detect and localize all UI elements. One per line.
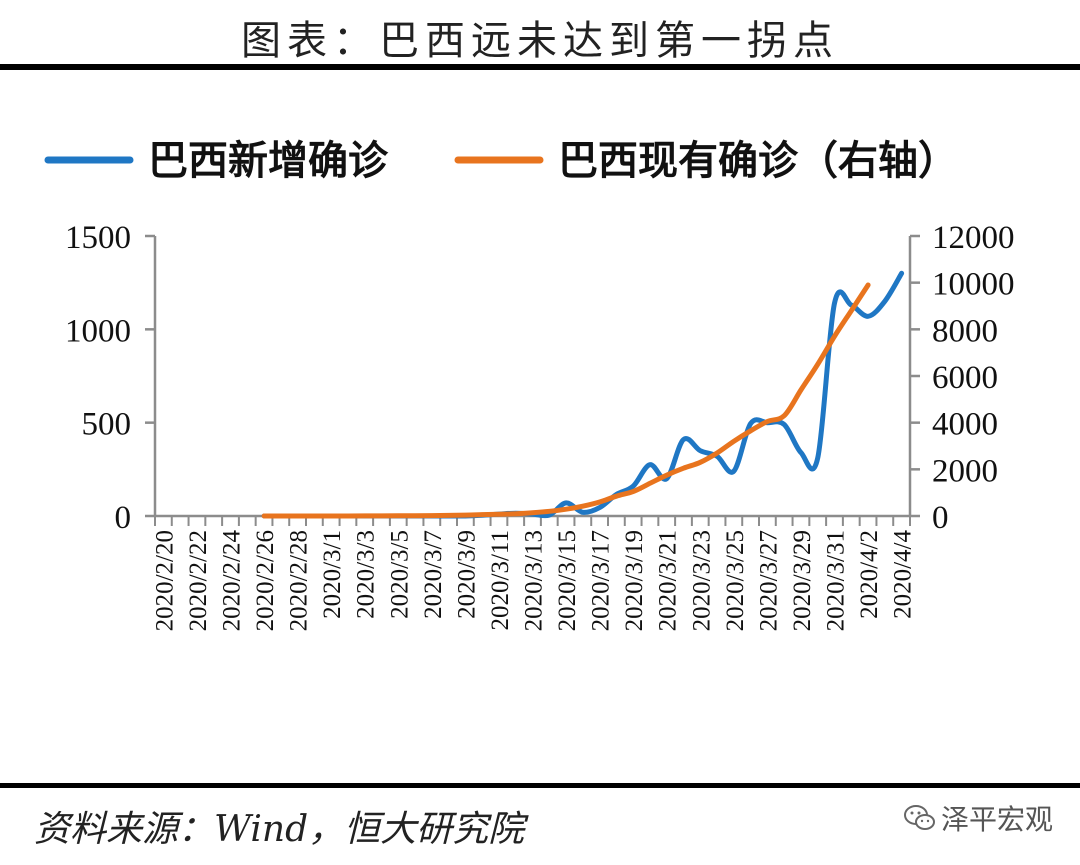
wechat-icon — [904, 805, 935, 830]
legend-label-new: 巴西新增确诊 — [148, 137, 389, 184]
x-tick-label: 2020/3/17 — [588, 530, 615, 631]
y-right-tick-label: 8000 — [932, 313, 998, 349]
x-tick-label: 2020/2/20 — [151, 530, 178, 631]
x-tick-label: 2020/3/27 — [755, 530, 782, 631]
x-tick-label: 2020/4/4 — [890, 530, 917, 619]
x-tick-label: 2020/2/28 — [286, 530, 313, 631]
x-tick-label: 2020/3/25 — [722, 530, 749, 631]
x-tick-label: 2020/3/5 — [386, 530, 413, 619]
x-tick-label: 2020/3/11 — [487, 530, 514, 630]
x-tick-label: 2020/3/13 — [521, 530, 548, 631]
y-right-tick-label: 4000 — [932, 407, 998, 443]
x-tick-label: 2020/3/9 — [453, 530, 480, 619]
x-tick-label: 2020/3/1 — [319, 530, 346, 619]
chart: 巴西新增确诊 巴西现有确诊（右轴） 0 500 1000 1500 0 2000 4000 600… — [44, 137, 1015, 632]
watermark-text: 泽平宏观 — [941, 803, 1054, 836]
legend-label-active: 巴西现有确诊（右轴） — [558, 137, 958, 184]
y-right-tick-label: 12000 — [932, 220, 1015, 256]
x-tick-label: 2020/3/23 — [688, 530, 715, 631]
y-left-tick-label: 1000 — [65, 313, 131, 349]
page-title: 图表：巴西远未达到第一拐点 — [241, 18, 839, 64]
y-right-tick-label: 6000 — [932, 360, 998, 396]
x-tick-label: 2020/3/7 — [420, 530, 447, 619]
y-left-tick-label: 0 — [115, 500, 132, 536]
x-tick-label: 2020/2/22 — [185, 530, 212, 631]
watermark: 泽平宏观 — [903, 798, 1053, 838]
y-left-tick-label: 1500 — [65, 220, 131, 256]
y-left-tick-label: 500 — [82, 407, 132, 443]
y-right-tick-label: 0 — [932, 500, 949, 536]
x-tick-label: 2020/2/24 — [219, 530, 246, 632]
x-tick-label: 2020/3/19 — [621, 530, 648, 631]
x-tick-label: 2020/3/31 — [823, 530, 850, 631]
y-right-tick-label: 2000 — [932, 453, 998, 489]
x-tick-label: 2020/3/15 — [554, 530, 581, 631]
x-tick-label: 2020/2/26 — [252, 530, 279, 631]
source-note: 资料来源：Wind，恒大研究院 — [34, 809, 525, 850]
top-rule — [0, 64, 1080, 70]
series-line-new-cases — [261, 270, 905, 519]
y-right-tick-label: 10000 — [932, 267, 1015, 303]
x-tick-label: 2020/3/21 — [655, 530, 682, 631]
x-tick-label: 2020/3/3 — [353, 530, 380, 619]
x-tick-label: 2020/4/2 — [856, 530, 883, 619]
bottom-rule — [0, 783, 1080, 788]
x-tick-label: 2020/3/29 — [789, 530, 816, 631]
series-line-active-cases — [261, 282, 871, 519]
